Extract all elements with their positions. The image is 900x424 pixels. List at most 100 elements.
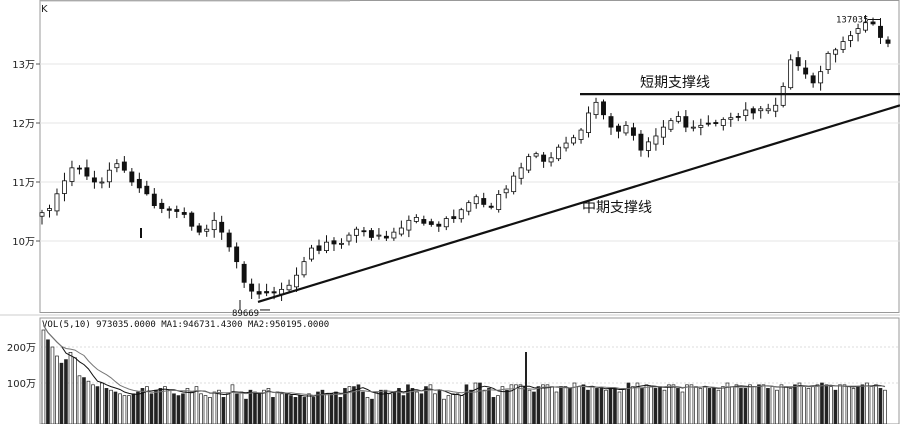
candle-body (870, 21, 876, 25)
candle-body (488, 205, 494, 208)
volume-bar (847, 386, 851, 424)
volume-bar (712, 388, 716, 424)
volume-bar (856, 386, 860, 424)
volume-bar (752, 386, 757, 424)
mid-term-support-line (257, 104, 900, 304)
candle-body (339, 242, 344, 245)
candle-body (174, 209, 180, 212)
volume-bar (284, 393, 289, 424)
volume-bar (860, 384, 865, 424)
volume-bar (820, 382, 824, 424)
volume-bar (572, 382, 577, 424)
candle-body (136, 178, 142, 189)
candle-body (294, 274, 300, 288)
volume-bar (388, 393, 392, 424)
candle-body (728, 117, 734, 120)
candle-body (264, 291, 270, 294)
candle-body (878, 25, 883, 38)
volume-bar (181, 393, 185, 424)
volume-bar (109, 389, 113, 424)
volume-bar (163, 386, 167, 424)
volume-bar (455, 393, 460, 424)
price-tick-label: 13万 (12, 60, 35, 71)
candle-body (226, 232, 232, 248)
volume-bar (811, 386, 815, 424)
candle-body (54, 193, 60, 212)
volume-bar (568, 388, 572, 424)
volume-panel-frame (39, 317, 900, 424)
volume-bar (550, 386, 554, 424)
candle-body (69, 167, 75, 182)
candle-body (743, 109, 749, 117)
candle-body (645, 141, 651, 151)
volume-bar (131, 393, 136, 424)
candle-body (863, 22, 868, 31)
volume-bar (122, 395, 127, 424)
candle-body (84, 167, 90, 177)
volume-bar (640, 388, 644, 424)
candle-body (324, 241, 329, 251)
candle-body (601, 101, 606, 116)
volume-bar (199, 393, 203, 424)
volume-bar (113, 391, 118, 424)
volume-bar (73, 357, 77, 424)
price-tick-label: 10万 (12, 237, 35, 248)
candle-body (47, 208, 52, 211)
candle-body (39, 212, 45, 217)
volume-bar (667, 384, 671, 424)
candle-body (413, 216, 419, 222)
volume-bar (226, 393, 230, 424)
volume-bar (788, 388, 793, 424)
volume-bar (289, 395, 293, 424)
candle-body (571, 137, 577, 144)
candle-body (346, 234, 352, 242)
volume-bar (428, 384, 433, 424)
volume-bar (415, 391, 419, 424)
candle-body (62, 180, 67, 194)
candle-body (653, 135, 659, 145)
candle-body (578, 129, 584, 140)
volume-bar (730, 386, 734, 424)
volume-bar (622, 388, 626, 424)
candle-body (331, 240, 337, 245)
volume-bar (716, 389, 721, 424)
volume-bar (172, 393, 176, 424)
candle-body (608, 116, 614, 128)
candle-body (166, 208, 172, 211)
candle-body (840, 41, 846, 50)
volume-bar (685, 384, 689, 424)
volume-bar (338, 397, 343, 424)
volume-bar (266, 388, 271, 424)
candle-body (181, 212, 187, 215)
volume-bar (221, 397, 226, 424)
volume-bar (217, 389, 221, 424)
candle-body (436, 223, 442, 227)
volume-bar (397, 388, 401, 424)
candle-body (443, 218, 449, 228)
volume-bar (770, 386, 775, 424)
volume-bar (842, 384, 847, 424)
high-price-label: 137035 (836, 15, 869, 25)
candle-body (675, 116, 681, 122)
volume-bar (869, 386, 874, 424)
volume-ma5-line (43, 325, 886, 397)
candle-body (421, 219, 427, 224)
volume-bar (743, 388, 748, 424)
volume-bar (253, 391, 257, 424)
volume-bar (55, 355, 59, 424)
volume-bar (361, 391, 365, 424)
volume-bar (599, 388, 604, 424)
volume-bar (653, 388, 658, 424)
volume-bar (779, 384, 784, 424)
volume-bar (244, 398, 248, 424)
candle-body (466, 202, 472, 212)
candle-body (211, 219, 217, 231)
volume-bar (424, 386, 428, 424)
candle-body (541, 154, 547, 162)
volume-bar (325, 393, 329, 424)
candle-body (361, 230, 367, 233)
candle-body (660, 126, 666, 138)
volume-bar (311, 397, 316, 424)
candle-body (458, 209, 464, 220)
